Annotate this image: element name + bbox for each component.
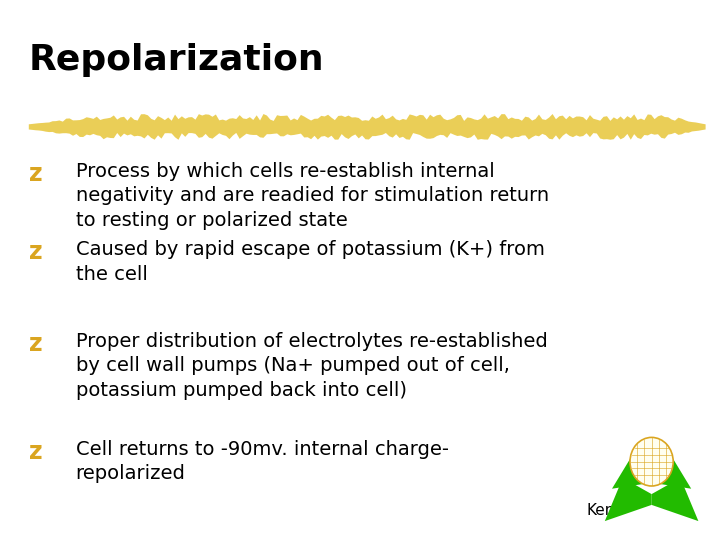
Text: Repolarization: Repolarization [29,43,325,77]
Text: Proper distribution of electrolytes re-established
by cell wall pumps (Na+ pumpe: Proper distribution of electrolytes re-e… [76,332,547,400]
Text: z: z [29,162,42,186]
Text: Process by which cells re-establish internal
negativity and are readied for stim: Process by which cells re-establish inte… [76,162,549,230]
Text: Caused by rapid escape of potassium (K+) from
the cell: Caused by rapid escape of potassium (K+)… [76,240,544,284]
Text: Ken: Ken [587,503,615,518]
Polygon shape [652,459,691,489]
Polygon shape [652,478,698,521]
Polygon shape [29,114,706,140]
Text: z: z [29,240,42,264]
Ellipse shape [630,437,673,486]
Polygon shape [605,478,652,521]
Text: Cell returns to -90mv. internal charge-
repolarized: Cell returns to -90mv. internal charge- … [76,440,449,483]
Text: z: z [29,440,42,464]
Text: z: z [29,332,42,356]
Polygon shape [612,459,652,489]
